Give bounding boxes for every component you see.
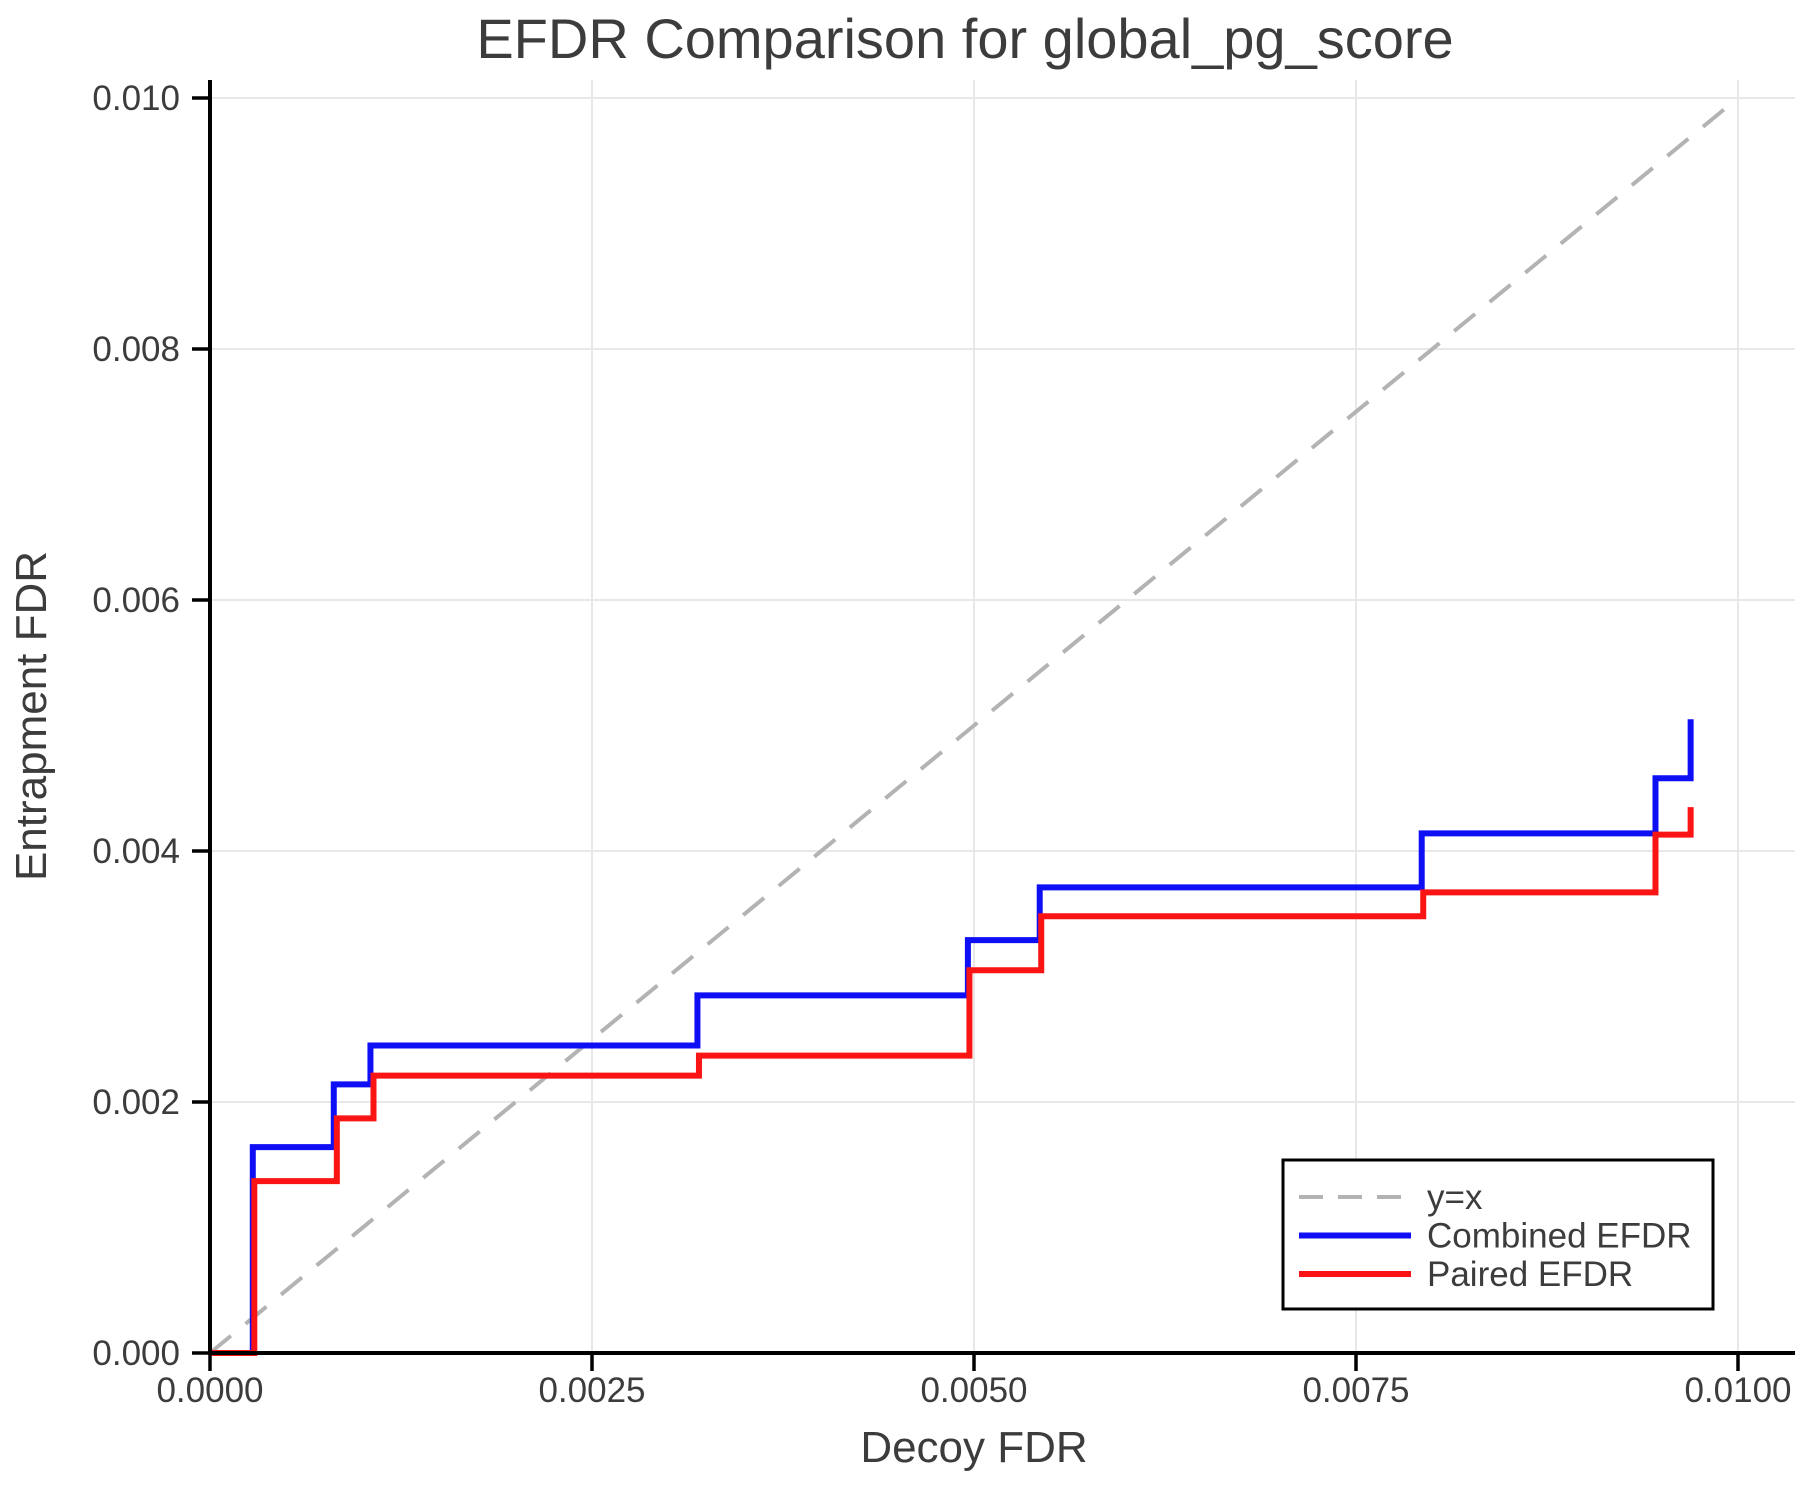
- legend-item-label: y=x: [1427, 1178, 1483, 1217]
- x-tick-label: 0.0075: [1302, 1371, 1409, 1410]
- y-tick-label: 0.004: [92, 832, 180, 871]
- x-tick-label: 0.0000: [156, 1371, 263, 1410]
- chart-title: EFDR Comparison for global_pg_score: [476, 7, 1453, 70]
- grid-layer: [210, 80, 1795, 1353]
- y-axis-label: Entrapment FDR: [7, 551, 56, 881]
- legend-item-label: Combined EFDR: [1427, 1217, 1692, 1256]
- series-path-y-x: [208, 96, 1740, 1355]
- y-tick-label: 0.008: [92, 330, 180, 369]
- y-tick-label: 0.000: [92, 1334, 180, 1373]
- x-tick-label: 0.0025: [538, 1371, 645, 1410]
- y-tick-label: 0.002: [92, 1083, 180, 1122]
- series-path-paired-efdr: [210, 807, 1694, 1356]
- x-tick-label: 0.0100: [1684, 1371, 1791, 1410]
- series-layer: [208, 96, 1740, 1356]
- x-tick-label: 0.0050: [920, 1371, 1027, 1410]
- y-tick-label: 0.010: [92, 79, 180, 118]
- legend-item-label: Paired EFDR: [1427, 1255, 1633, 1294]
- y-tick-label: 0.006: [92, 581, 180, 620]
- axes-layer: [208, 80, 1795, 1355]
- ticks-layer: 0.0000 0.0025 0.0050 0.0075 0.0100 0.000 0.002…: [92, 79, 1791, 1410]
- x-axis-label: Decoy FDR: [860, 1423, 1087, 1472]
